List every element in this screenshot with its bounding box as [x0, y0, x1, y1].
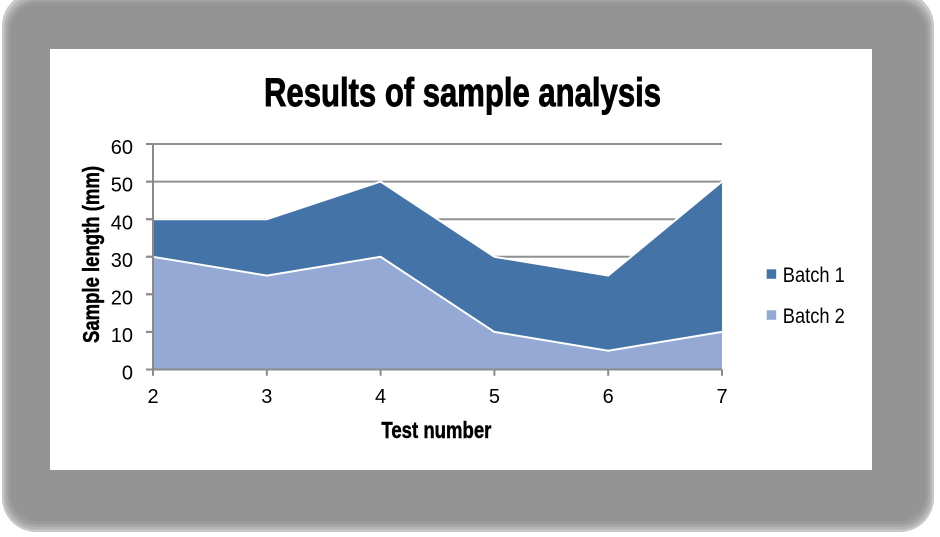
svg-text:Batch 1: Batch 1: [783, 264, 845, 287]
svg-text:20: 20: [111, 287, 133, 309]
svg-text:10: 10: [111, 325, 133, 347]
svg-text:7: 7: [716, 386, 727, 408]
svg-text:Batch 2: Batch 2: [783, 305, 845, 328]
svg-text:60: 60: [111, 137, 133, 159]
svg-text:Results of sample analysis: Results of sample analysis: [264, 71, 661, 115]
svg-text:3: 3: [261, 386, 272, 408]
svg-text:0: 0: [122, 363, 133, 385]
svg-text:4: 4: [375, 386, 386, 408]
svg-text:Sample length (mm): Sample length (mm): [78, 166, 104, 343]
svg-text:30: 30: [111, 250, 133, 272]
svg-text:5: 5: [489, 386, 500, 408]
svg-text:50: 50: [111, 175, 133, 197]
svg-text:6: 6: [603, 386, 614, 408]
svg-text:2: 2: [147, 386, 158, 408]
svg-text:Test number: Test number: [381, 417, 491, 443]
svg-text:40: 40: [111, 212, 133, 234]
